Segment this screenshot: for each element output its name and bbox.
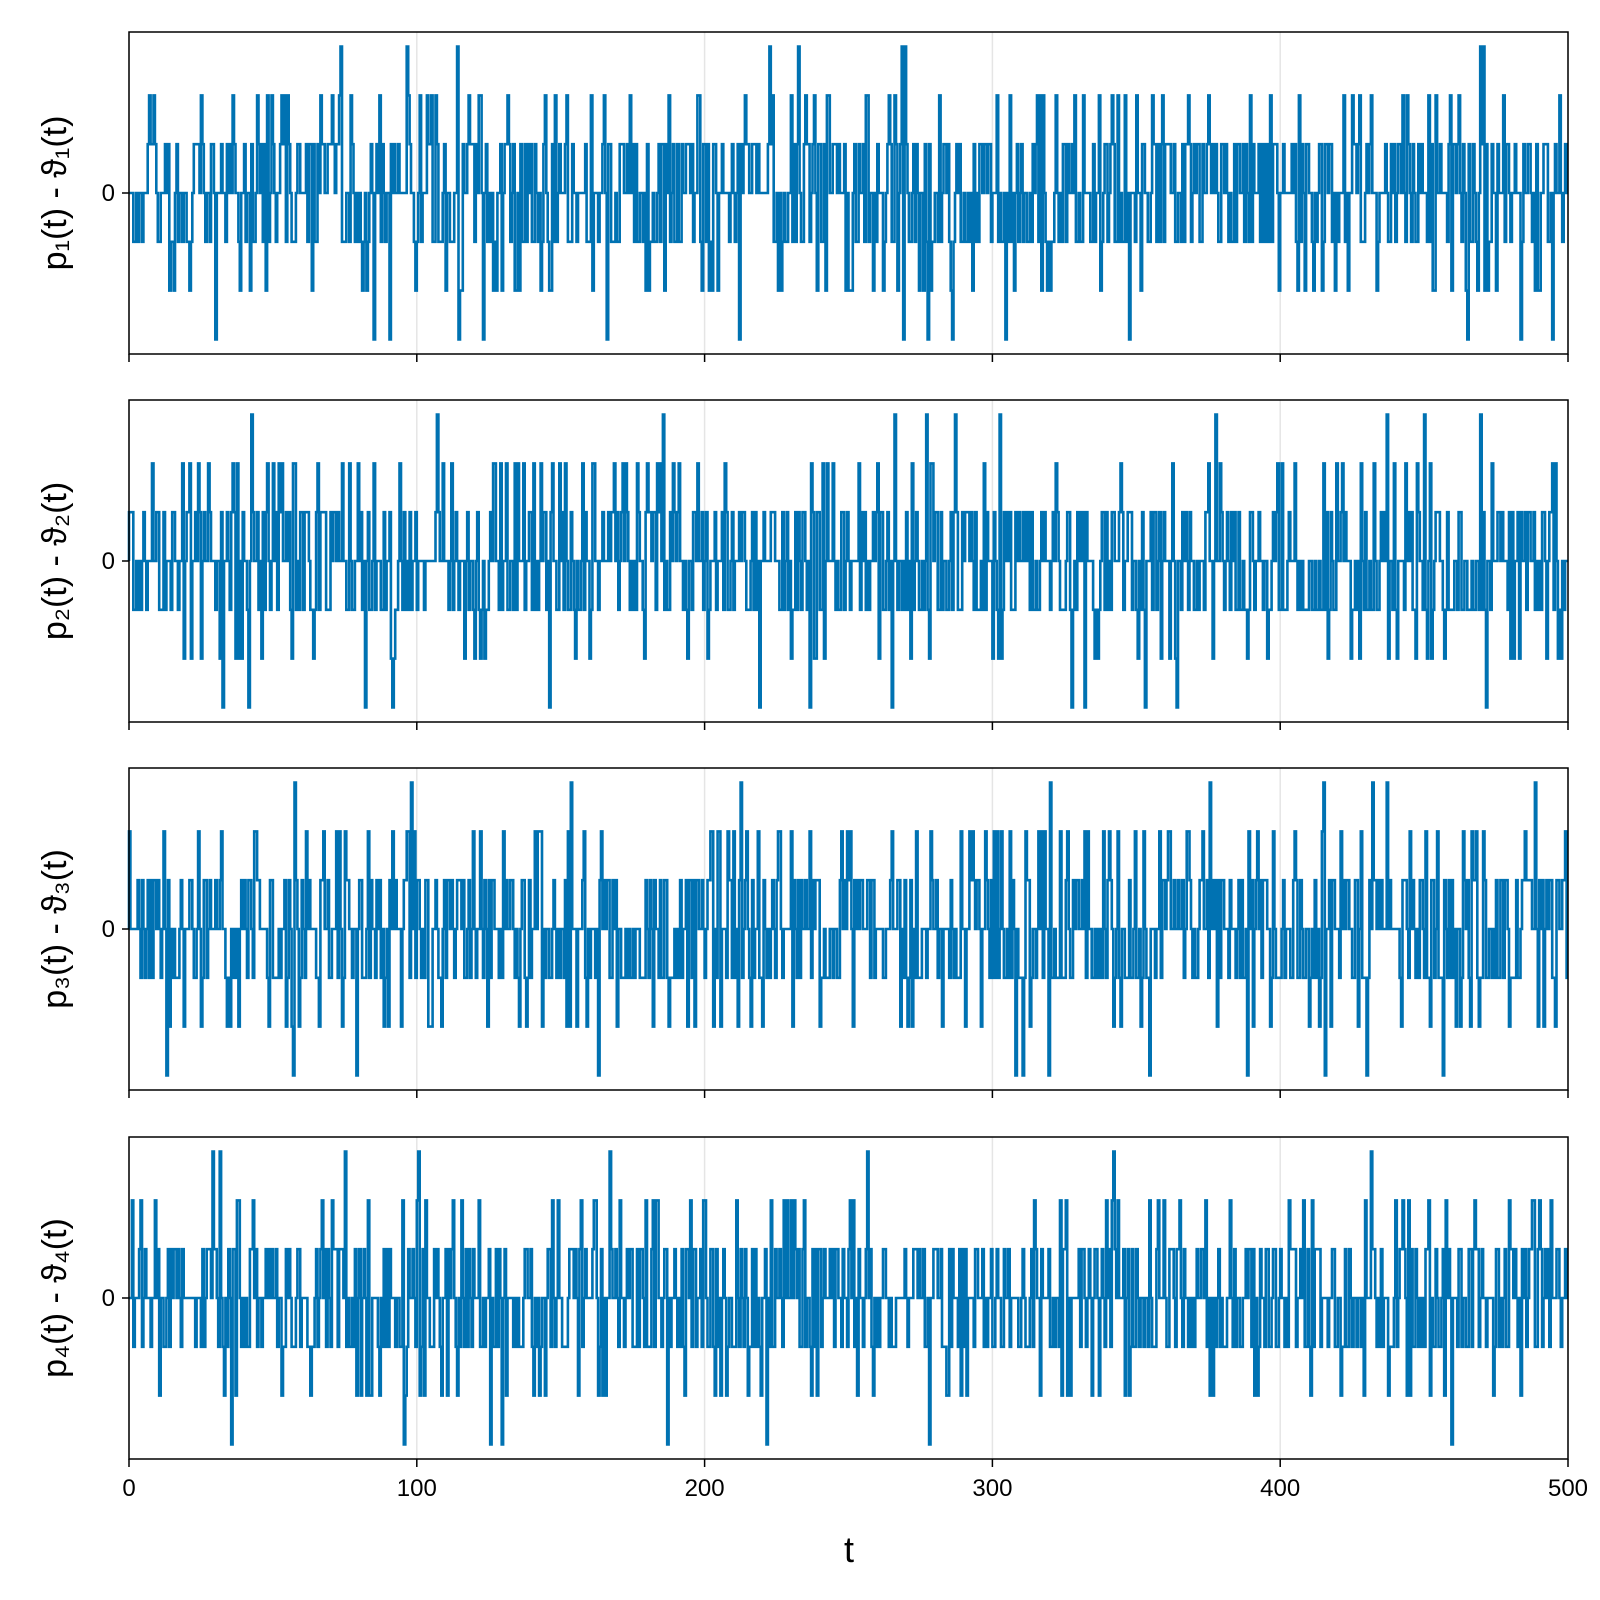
y-tick-label: 0 — [102, 1285, 115, 1312]
y-tick-label: 0 — [102, 548, 115, 575]
panel-2: 0 p₂(t) - ϑ₂(t) — [36, 399, 1569, 730]
x-axis: 0 100 200 300 400 500 — [122, 1475, 1588, 1502]
y-tick-label: 0 — [102, 180, 115, 207]
panel-1: 0 p₁(t) - ϑ₁(t) — [36, 31, 1569, 362]
y-axis-label-1: p₁(t) - ϑ₁(t) — [36, 116, 74, 271]
series-line-3 — [127, 781, 1568, 1077]
y-axis-label-3: p₃(t) - ϑ₃(t) — [36, 849, 74, 1009]
x-tick-label: 100 — [397, 1475, 437, 1502]
panels: 0 p₁(t) - ϑ₁(t) 0 p₂(t) - ϑ₂(t) 0 p₃(t) - ϑ₃(… — [36, 31, 1569, 1467]
panel-3: 0 p₃(t) - ϑ₃(t) — [36, 767, 1569, 1098]
y-tick-label: 0 — [102, 916, 115, 943]
y-axis-label-2: p₂(t) - ϑ₂(t) — [36, 482, 74, 640]
x-tick-label: 300 — [972, 1475, 1012, 1502]
x-tick-label: 500 — [1548, 1475, 1588, 1502]
series-line-2 — [127, 413, 1568, 709]
series-line-4 — [129, 1150, 1568, 1446]
panel-4: 0 p₄(t) - ϑ₄(t) — [36, 1136, 1569, 1467]
x-axis-label: t — [844, 1529, 854, 1570]
x-tick-label: 200 — [685, 1475, 725, 1502]
series-line-1 — [129, 45, 1568, 341]
x-tick-label: 0 — [122, 1475, 135, 1502]
y-axis-label-4: p₄(t) - ϑ₄(t) — [36, 1218, 74, 1378]
x-tick-label: 400 — [1260, 1475, 1300, 1502]
